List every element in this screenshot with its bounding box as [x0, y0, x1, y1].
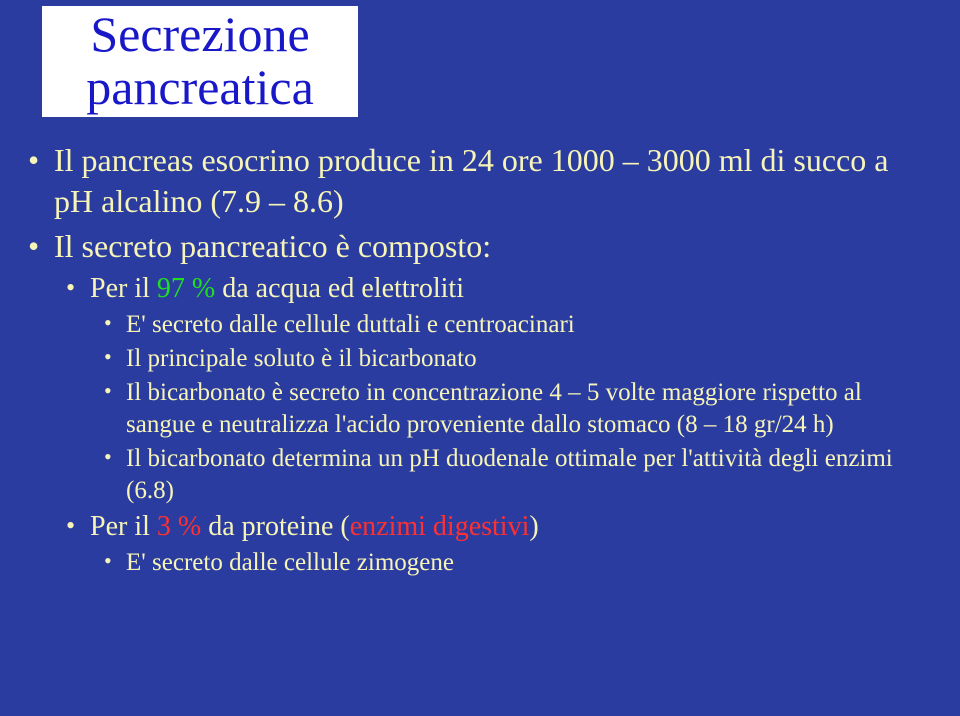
title-line-2: pancreatica	[50, 61, 350, 114]
bullet-level3: E' secreto dalle cellule zimogene	[26, 547, 920, 579]
bullet-level3: Il bicarbonato è secreto in concentrazio…	[26, 377, 920, 441]
accent-green-text: 97 %	[157, 273, 215, 304]
title-box: Secrezione pancreatica	[42, 6, 358, 117]
bullet-level2: Per il 97 % da acqua ed elettroliti	[26, 271, 920, 307]
bullet-text-pre: Per il	[90, 273, 157, 304]
bullet-text-post: )	[529, 511, 538, 542]
bullet-text: Il principale soluto è il bicarbonato	[126, 345, 477, 372]
slide-body: Il pancreas esocrino produce in 24 ore 1…	[26, 140, 920, 581]
bullet-level3: E' secreto dalle cellule duttali e centr…	[26, 309, 920, 341]
bullet-text: Il secreto pancreatico è composto:	[54, 228, 491, 264]
bullet-text-mid: da proteine (	[201, 511, 350, 542]
bullet-text: Il pancreas esocrino produce in 24 ore 1…	[54, 142, 888, 219]
bullet-text-post: da acqua ed elettroliti	[215, 273, 464, 304]
bullet-text: Il bicarbonato è secreto in concentrazio…	[126, 379, 862, 438]
bullet-text-pre: Per il	[90, 511, 157, 542]
bullet-level1: Il secreto pancreatico è composto:	[26, 226, 920, 267]
bullet-text: Il bicarbonato determina un pH duodenale…	[126, 445, 893, 504]
slide: Secrezione pancreatica Il pancreas esocr…	[0, 0, 960, 716]
accent-red-text: enzimi digestivi	[350, 511, 530, 542]
bullet-level2: Per il 3 % da proteine (enzimi digestivi…	[26, 509, 920, 545]
bullet-text: E' secreto dalle cellule duttali e centr…	[126, 311, 575, 338]
bullet-text: E' secreto dalle cellule zimogene	[126, 549, 454, 576]
title-line-1: Secrezione	[50, 8, 350, 61]
accent-red-text: 3 %	[157, 511, 201, 542]
bullet-level3: Il bicarbonato determina un pH duodenale…	[26, 443, 920, 507]
bullet-level3: Il principale soluto è il bicarbonato	[26, 343, 920, 375]
bullet-level1: Il pancreas esocrino produce in 24 ore 1…	[26, 140, 920, 222]
